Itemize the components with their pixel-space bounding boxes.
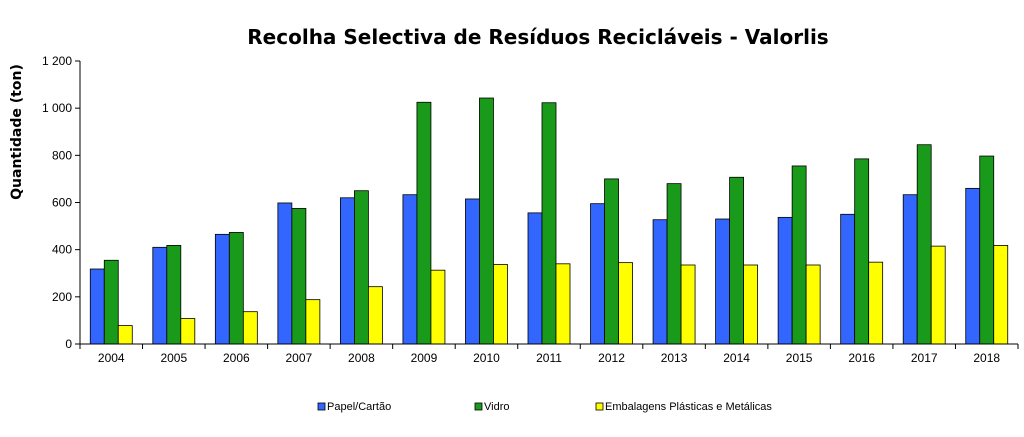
legend-swatch [595,402,604,411]
bar [89,268,105,345]
bar [430,269,446,345]
x-tick-label: 2017 [911,351,938,365]
y-tick-label: 400 [52,243,72,257]
bar [840,213,856,345]
x-tick-label: 2013 [661,351,688,365]
bar [854,158,870,345]
legend-label: Embalagens Plásticas e Metálicas [605,401,772,413]
x-tick-label: 2008 [348,351,375,365]
bar [117,325,133,345]
bar [242,311,258,345]
bar [493,264,508,345]
bar [277,202,293,345]
bar [180,318,196,345]
legend-swatch [317,402,326,411]
x-tick-label: 2018 [973,351,1000,365]
bar [590,203,605,345]
bar [965,187,981,345]
bar [479,97,494,345]
x-tick-label: 2014 [723,351,750,365]
legend-label: Vidro [484,401,509,413]
bar [791,165,807,345]
bar [416,101,432,345]
y-axis-label: Quantidade (ton) [9,64,25,200]
x-tick-label: 2012 [598,351,625,365]
x-tick-label: 2005 [160,351,187,365]
y-tick-label: 1 200 [42,54,72,68]
bar [339,197,355,345]
bar [402,194,418,345]
x-tick-label: 2011 [536,351,562,365]
bar [103,259,119,345]
chart-title: Recolha Selectiva de Resíduos Reciclávei… [247,25,828,49]
x-tick-label: 2007 [286,351,313,365]
bar [353,190,369,345]
y-tick-label: 1 000 [42,101,72,115]
legend-swatch [474,402,483,411]
bar [214,233,230,345]
bar [291,207,307,345]
bar [305,299,321,345]
bar [777,216,793,345]
x-tick-label: 2004 [98,351,125,365]
y-tick-label: 200 [52,290,72,304]
bar [805,264,821,345]
bar [228,232,244,345]
bar [680,264,696,345]
bar [902,194,918,345]
bar [527,212,543,345]
bar [729,176,744,345]
bar [618,262,633,345]
bar [604,178,619,345]
y-tick-label: 600 [52,196,72,210]
x-tick-label: 2009 [411,351,438,365]
bar [715,218,730,345]
y-tick-label: 0 [65,337,72,351]
bar [868,261,884,345]
legend-label: Papel/Cartão [327,401,391,413]
bar [166,245,182,345]
bar [916,144,932,345]
bar [152,246,168,345]
bar [666,183,682,345]
x-tick-label: 2015 [786,351,813,365]
plot-area: 0 200 400 600 800 1 000 1 200 2004 2005 2006 2007 2… [42,54,1019,365]
bar [979,155,995,345]
bar [930,245,946,345]
y-tick-label: 800 [52,148,72,162]
bar [465,198,480,345]
bar [555,263,571,345]
bar [652,219,668,345]
x-tick-label: 2006 [223,351,250,365]
bar [367,286,383,345]
bar [541,102,557,345]
x-tick-label: 2010 [473,351,500,365]
x-tick-label: 2016 [848,351,875,365]
legend: Papel/Cartão Vidro Embalagens Plásticas e … [317,401,772,413]
bar [743,264,758,345]
bar [993,245,1009,345]
